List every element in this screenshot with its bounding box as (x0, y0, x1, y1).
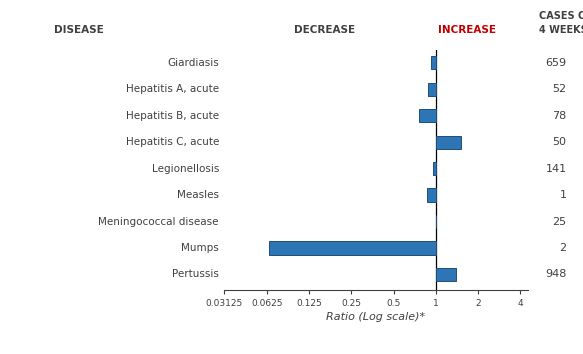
Text: 78: 78 (552, 111, 567, 121)
Text: Hepatitis B, acute: Hepatitis B, acute (126, 111, 219, 121)
Text: Legionellosis: Legionellosis (152, 164, 219, 173)
Text: 4 WEEKS: 4 WEEKS (539, 25, 583, 35)
Text: DISEASE: DISEASE (54, 25, 103, 35)
Bar (436, 136, 461, 149)
Text: 2: 2 (559, 243, 567, 253)
Text: Hepatitis C, acute: Hepatitis C, acute (125, 137, 219, 147)
Text: 659: 659 (545, 58, 567, 68)
Bar (433, 162, 436, 175)
X-axis label: Ratio (Log scale)*: Ratio (Log scale)* (326, 313, 426, 322)
Bar (428, 82, 436, 96)
Text: Pertussis: Pertussis (172, 269, 219, 279)
Text: CASES CURRENT: CASES CURRENT (539, 11, 583, 21)
Bar (431, 56, 436, 69)
Text: Hepatitis A, acute: Hepatitis A, acute (126, 84, 219, 94)
Text: 141: 141 (545, 164, 567, 173)
Text: 1: 1 (560, 190, 567, 200)
Text: 50: 50 (553, 137, 567, 147)
Text: Mumps: Mumps (181, 243, 219, 253)
Text: DECREASE: DECREASE (294, 25, 355, 35)
Text: Giardiasis: Giardiasis (167, 58, 219, 68)
Text: 948: 948 (545, 269, 567, 279)
Bar (269, 241, 436, 255)
Bar (436, 268, 455, 281)
Text: 52: 52 (552, 84, 567, 94)
Text: Meningococcal disease: Meningococcal disease (99, 217, 219, 227)
Text: Measles: Measles (177, 190, 219, 200)
Bar (427, 188, 436, 202)
Text: INCREASE: INCREASE (438, 25, 496, 35)
Bar (419, 109, 436, 122)
Text: 25: 25 (552, 217, 567, 227)
